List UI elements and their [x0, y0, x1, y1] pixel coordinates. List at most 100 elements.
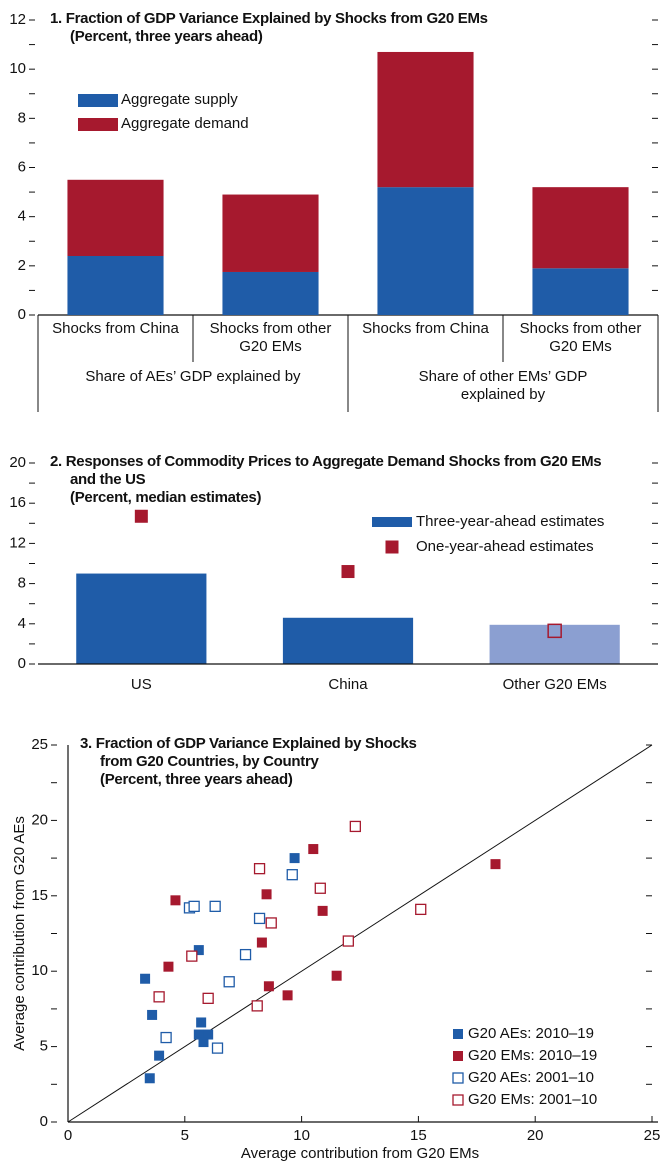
point — [140, 973, 151, 984]
bar-segment — [67, 256, 164, 315]
x-tick-label: 20 — [527, 1127, 544, 1144]
x-tick-label: Shocks from China — [362, 320, 489, 337]
point — [317, 905, 328, 916]
chart-subtitle: (Percent, three years ahead) — [70, 28, 263, 45]
legend-label: G20 AEs: 2010–19 — [468, 1025, 594, 1042]
title-block: 3. Fraction of GDP Variance Explained by… — [80, 735, 425, 789]
legend-swatch — [78, 118, 118, 131]
point — [144, 1073, 155, 1084]
point — [253, 863, 266, 875]
bar-segment — [377, 187, 474, 315]
point — [308, 844, 319, 855]
point — [160, 1031, 172, 1044]
x-tick-label: Shocks from other G20 EMs — [209, 320, 332, 355]
legend-label: One-year-ahead estimates — [416, 538, 594, 555]
point — [147, 1009, 158, 1020]
x-tick-label: US — [131, 676, 152, 693]
x-tick-label: Other G20 EMs — [503, 676, 607, 693]
y-axis-label: Average contribution from G20 AEs — [11, 816, 28, 1051]
bar — [489, 624, 620, 664]
point — [198, 1037, 209, 1048]
point — [265, 917, 277, 929]
x-tick-label: 10 — [293, 1127, 310, 1144]
point — [196, 1017, 207, 1028]
point — [256, 937, 267, 948]
point — [193, 945, 204, 956]
legend-label: Three-year-ahead estimates — [416, 513, 604, 530]
point — [342, 935, 354, 947]
point — [253, 912, 266, 925]
y-tick-label: 8 — [18, 109, 26, 126]
y-tick-label: 25 — [31, 736, 48, 753]
point — [188, 900, 200, 913]
x-tick-label: 15 — [410, 1127, 427, 1144]
chart-title: 1. Fraction of GDP Variance Explained by… — [50, 10, 488, 27]
y-tick-label: 20 — [31, 811, 48, 828]
point — [286, 869, 298, 881]
legend-swatch — [452, 1072, 464, 1084]
legend-swatch — [453, 1051, 463, 1061]
point — [134, 509, 148, 523]
y-tick-label: 12 — [9, 534, 26, 551]
x-tick-label: China — [328, 676, 368, 693]
title-block: 1. Fraction of GDP Variance Explained by… — [50, 10, 650, 46]
x-tick-label: Shocks from China — [52, 320, 179, 337]
y-tick-label: 16 — [9, 494, 26, 511]
point — [490, 859, 501, 870]
y-tick-label: 0 — [40, 1113, 48, 1130]
point — [331, 970, 342, 981]
y-tick-label: 8 — [18, 575, 26, 592]
point — [415, 903, 427, 916]
chart-title: 2. Responses of Commodity Prices to Aggr… — [50, 453, 602, 488]
y-tick-label: 12 — [9, 11, 26, 28]
y-tick-label: 6 — [18, 158, 26, 175]
y-tick-label: 5 — [40, 1038, 48, 1055]
y-tick-label: 2 — [18, 257, 26, 274]
x-tick-label: 5 — [181, 1127, 189, 1144]
point — [209, 900, 221, 913]
legend-swatch — [372, 517, 412, 527]
legend-swatch — [385, 540, 399, 554]
legend-label: G20 EMs: 2001–10 — [468, 1091, 597, 1108]
point — [341, 565, 355, 579]
y-tick-label: 15 — [31, 887, 48, 904]
legend-label: Aggregate supply — [121, 91, 238, 108]
point — [314, 882, 326, 894]
y-tick-label: 20 — [9, 454, 26, 471]
chart-title: 3. Fraction of GDP Variance Explained by… — [80, 735, 417, 770]
y-tick-label: 0 — [18, 655, 26, 672]
title-block: 2. Responses of Commodity Prices to Aggr… — [50, 453, 610, 507]
chart-subtitle: (Percent, three years ahead) — [100, 771, 293, 788]
point — [349, 820, 361, 833]
point — [211, 1042, 224, 1054]
point — [261, 889, 272, 900]
bar-segment — [67, 179, 164, 256]
legend-label: G20 AEs: 2001–10 — [468, 1069, 594, 1086]
bar — [76, 573, 207, 664]
bar-segment — [532, 268, 629, 315]
point — [153, 991, 165, 1003]
point — [193, 1029, 204, 1040]
legend-swatch — [78, 94, 118, 107]
y-tick-label: 10 — [9, 60, 26, 77]
group-label: Share of AEs’ GDP explained by — [85, 368, 301, 385]
point — [203, 1029, 214, 1040]
point — [186, 950, 198, 962]
bar-segment — [222, 271, 319, 315]
point — [289, 853, 300, 864]
point — [154, 1050, 165, 1061]
point — [251, 1000, 263, 1012]
y-tick-label: 4 — [18, 208, 26, 225]
bar — [282, 617, 414, 664]
reference-line — [67, 744, 653, 1123]
point — [263, 981, 274, 992]
x-axis-label: Average contribution from G20 EMs — [241, 1145, 479, 1162]
point — [239, 948, 252, 961]
legend-label: Aggregate demand — [121, 115, 249, 132]
point — [282, 990, 293, 1001]
point — [170, 895, 181, 906]
y-tick-label: 4 — [18, 615, 26, 632]
x-tick-label: Shocks from other G20 EMs — [519, 320, 642, 355]
legend-swatch — [453, 1029, 463, 1039]
